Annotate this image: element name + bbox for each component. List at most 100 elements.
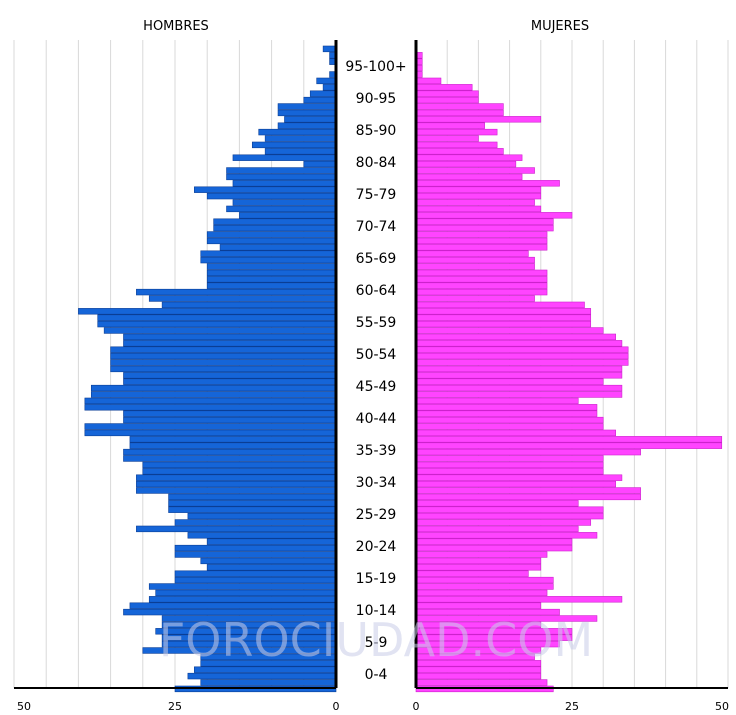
female-bar [415,672,542,680]
female-bar [415,90,479,97]
female-bar [415,237,548,245]
male-bar [277,122,337,129]
female-bar [415,487,641,494]
male-bar [206,269,337,277]
male-bar [258,128,337,136]
female-bar [415,493,641,501]
male-bar [284,116,337,123]
male-bar [206,231,337,238]
female-bar [415,448,641,456]
female-bar [415,532,598,539]
female-bar [415,192,542,200]
age-group-label: 65-69 [356,251,397,267]
female-bar [415,109,504,117]
female-bar [415,442,723,449]
male-bar [200,250,337,257]
female-bar [415,589,548,597]
female-bar [415,256,535,264]
male-bar [206,276,337,283]
male-bar [206,263,337,270]
male-bar [174,576,337,584]
female-bar [415,570,529,577]
male-bar [251,141,337,149]
male-bar [136,480,337,488]
male-bar [123,455,337,462]
male-bar [277,109,337,117]
male-bar [303,96,337,104]
female-bar [415,359,629,366]
female-bar [415,346,629,353]
female-bar [415,180,560,187]
female-bar [415,397,579,405]
female-bar [415,512,604,520]
age-group-label: 15-19 [356,571,397,587]
female-bar [415,384,623,392]
age-group-label: 85-90 [356,123,397,139]
male-bar [123,333,337,341]
female-bar [415,544,573,552]
female-bar [415,301,585,309]
female-bar [415,461,604,469]
female-bar [415,295,535,302]
female-bar [415,160,517,168]
male-bar [136,525,337,533]
male-bar [219,244,337,251]
male-bar [174,519,337,526]
male-bar [168,493,337,501]
male-bar [226,173,337,181]
male-bar [277,103,337,110]
female-panel-title: MUJERES [531,19,589,34]
male-bar [136,487,337,494]
male-bar [148,295,337,302]
male-bar [200,256,337,264]
age-group-labels: 95-100+ 90-95 85-90 80-84 75-79 70-74 65-69 60-… [345,59,406,683]
female-bar [415,429,616,437]
age-group-label: 95-100+ [345,59,406,75]
female-bar [415,205,542,213]
female-bar [415,224,554,232]
male-bar [84,397,337,405]
male-bar [110,352,337,360]
female-bar [415,231,548,238]
female-bar [415,103,504,110]
male-bar [213,224,337,232]
male-bar [206,237,337,245]
male-bar [264,135,337,142]
male-bar [78,308,337,315]
female-bar [415,525,579,533]
male-bar [316,77,337,85]
female-bar [415,455,604,462]
watermark: FOROCIUDAD.COM [159,613,593,667]
female-bar [415,269,548,277]
male-bar [200,557,337,565]
female-bar [415,250,529,257]
x-tick-label: 50 [17,700,31,713]
age-group-label: 40-44 [356,411,397,427]
x-tick-label: 0 [333,700,340,713]
x-tick-label: 50 [715,700,729,713]
female-bar [415,212,573,219]
male-bar [187,512,337,520]
female-bar [415,480,616,488]
male-bar [194,666,337,673]
female-bar [415,141,498,149]
male-bar [123,410,337,417]
male-bar [123,372,337,379]
male-bar [232,180,337,187]
male-bar [129,436,337,443]
age-group-label: 35-39 [356,443,397,459]
female-bar [415,372,623,379]
female-bar [415,135,479,142]
female-bar [415,404,598,411]
female-bar [415,128,498,136]
age-group-label: 5-9 [365,635,388,651]
female-bar [415,538,573,545]
male-bar [206,538,337,545]
male-bar [148,583,337,590]
male-bar [200,679,337,686]
age-group-label: 30-34 [356,475,397,491]
female-bar [415,551,548,558]
age-group-label: 25-29 [356,507,397,523]
male-bar [123,448,337,456]
male-bar [174,544,337,552]
